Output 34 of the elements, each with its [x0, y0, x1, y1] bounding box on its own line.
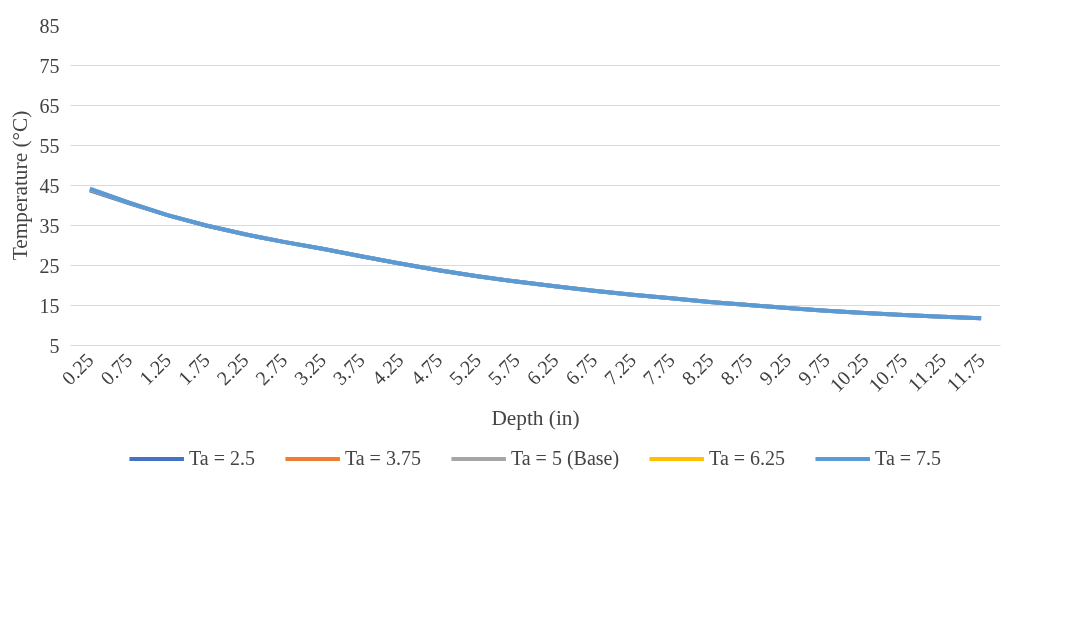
legend-label: Ta = 2.5 [188, 446, 255, 470]
y-tick-label: 75 [39, 54, 60, 77]
y-tick-label: 5 [49, 334, 60, 357]
x-tick-label: 9.25 [754, 348, 796, 390]
x-axis-title: Depth (in) [491, 406, 580, 431]
x-tick-label: 1.75 [173, 348, 214, 390]
y-tick-label: 45 [39, 174, 60, 197]
y-tick-label: 15 [39, 294, 60, 317]
y-tick-label: 65 [39, 94, 60, 117]
x-tick-label: 7.75 [638, 348, 679, 390]
x-tick-label: 4.75 [406, 348, 447, 390]
y-tick-label: 25 [39, 254, 60, 277]
x-tick-label: 3.75 [328, 348, 369, 390]
legend-label: Ta = 3.75 [344, 446, 421, 470]
y-tick-label: 55 [39, 134, 60, 157]
x-tick-label: 1.25 [134, 348, 176, 390]
legend-label: Ta = 7.5 [875, 446, 942, 470]
x-tick-label: 6.25 [522, 348, 563, 390]
x-tick-label: 7.25 [599, 348, 641, 390]
y-tick-label: 85 [39, 14, 60, 37]
y-axis-title: Temperature (°C) [7, 110, 32, 261]
x-tick-label: 5.25 [444, 348, 486, 390]
y-tick-label: 35 [39, 214, 60, 237]
x-tick-label: 2.25 [212, 348, 253, 390]
x-tick-label: 6.75 [561, 348, 602, 390]
x-tick-label: 0.75 [96, 348, 137, 390]
x-tick-label: 4.25 [367, 348, 408, 390]
legend-label: Ta = 6.25 [709, 446, 786, 470]
x-tick-label: 8.75 [716, 348, 757, 390]
x-tick-label: 8.25 [677, 348, 718, 390]
legend-label: Ta = 5 (Base) [510, 446, 620, 470]
x-tick-label: 3.25 [289, 348, 331, 390]
x-tick-label: 2.75 [251, 348, 292, 390]
x-tick-label: 5.75 [483, 348, 524, 390]
